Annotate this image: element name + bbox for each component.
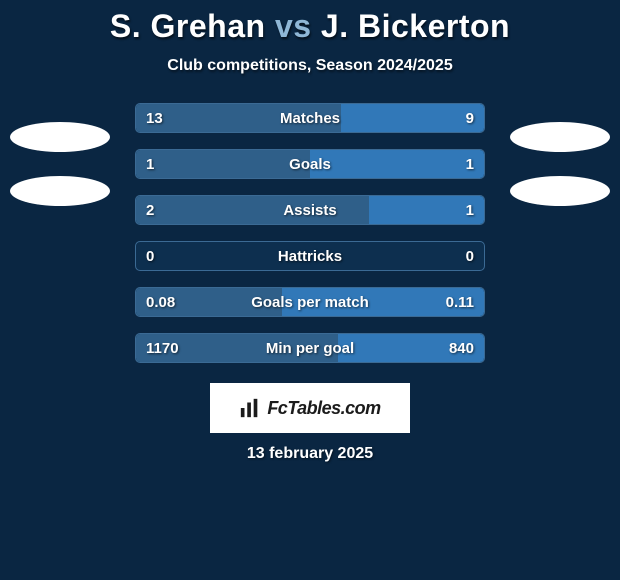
team-badge-left: [10, 176, 110, 206]
stat-row: 11Goals: [135, 149, 485, 179]
subtitle: Club competitions, Season 2024/2025: [167, 57, 452, 75]
team-badge-right: [510, 176, 610, 206]
stat-label: Hattricks: [136, 242, 484, 270]
stat-label: Matches: [136, 104, 484, 132]
chart-icon: [239, 397, 261, 419]
page-title: S. Grehan vs J. Bickerton: [110, 8, 510, 45]
date-label: 13 february 2025: [247, 445, 373, 463]
stat-row: 21Assists: [135, 195, 485, 225]
stat-row: 00Hattricks: [135, 241, 485, 271]
team-badge-right: [510, 122, 610, 152]
player1-name: S. Grehan: [110, 8, 266, 44]
stat-row: 0.080.11Goals per match: [135, 287, 485, 317]
stats-list: 139Matches 11Goals 21Assists 00Hattricks 0.0…: [135, 103, 485, 363]
stat-label: Assists: [136, 196, 484, 224]
stat-label: Goals: [136, 150, 484, 178]
vs-separator: vs: [275, 8, 312, 44]
stat-row: 139Matches: [135, 103, 485, 133]
stat-label: Min per goal: [136, 334, 484, 362]
brand-text: FcTables.com: [267, 398, 380, 419]
comparison-card: S. Grehan vs J. Bickerton Club competiti…: [0, 0, 620, 580]
team-badge-left: [10, 122, 110, 152]
player2-name: J. Bickerton: [321, 8, 510, 44]
brand-badge[interactable]: FcTables.com: [210, 383, 410, 433]
stat-label: Goals per match: [136, 288, 484, 316]
stat-row: 1170840Min per goal: [135, 333, 485, 363]
